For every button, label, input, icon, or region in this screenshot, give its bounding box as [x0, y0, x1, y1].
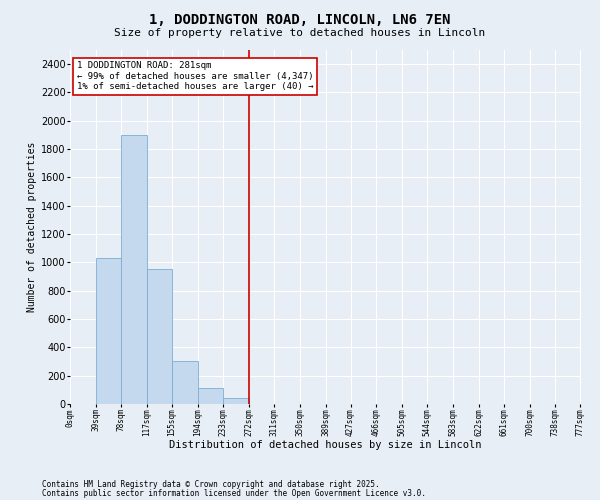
- Text: 1 DODDINGTON ROAD: 281sqm
← 99% of detached houses are smaller (4,347)
1% of sem: 1 DODDINGTON ROAD: 281sqm ← 99% of detac…: [77, 62, 313, 91]
- Bar: [147, 270, 172, 404]
- Bar: [197, 388, 223, 404]
- Text: 1, DODDINGTON ROAD, LINCOLN, LN6 7EN: 1, DODDINGTON ROAD, LINCOLN, LN6 7EN: [149, 12, 451, 26]
- Bar: [96, 258, 121, 404]
- Text: Size of property relative to detached houses in Lincoln: Size of property relative to detached ho…: [115, 28, 485, 38]
- Bar: [223, 398, 249, 404]
- X-axis label: Distribution of detached houses by size in Lincoln: Distribution of detached houses by size …: [169, 440, 482, 450]
- Bar: [121, 135, 147, 404]
- Text: Contains HM Land Registry data © Crown copyright and database right 2025.: Contains HM Land Registry data © Crown c…: [42, 480, 380, 489]
- Bar: [172, 362, 197, 404]
- Y-axis label: Number of detached properties: Number of detached properties: [27, 142, 37, 312]
- Text: Contains public sector information licensed under the Open Government Licence v3: Contains public sector information licen…: [42, 488, 426, 498]
